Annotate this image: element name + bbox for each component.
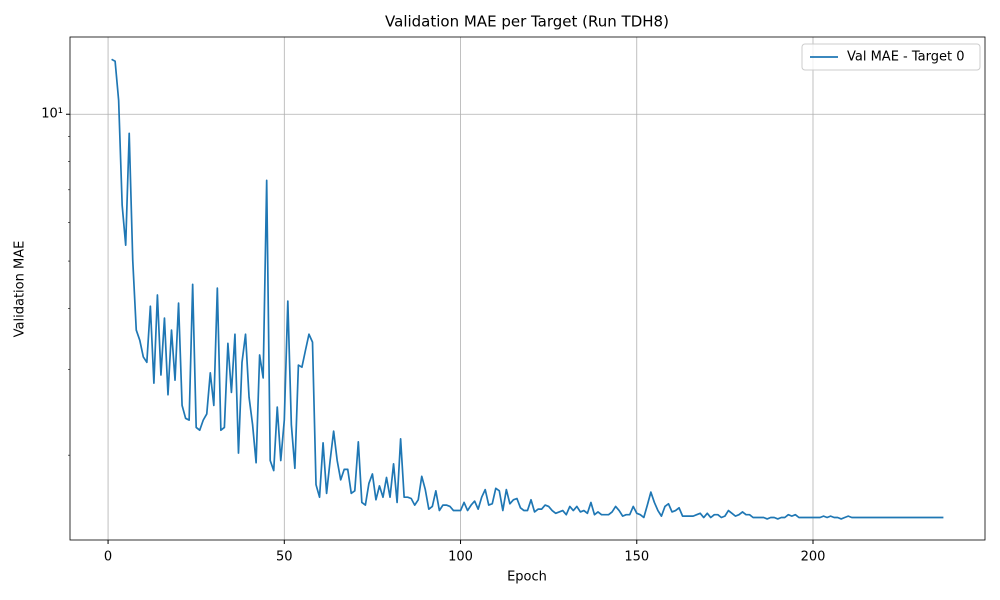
data-line — [111, 58, 944, 520]
chart-title: Validation MAE per Target (Run TDH8) — [385, 13, 669, 31]
x-tick-label: 100 — [448, 550, 473, 565]
y-axis-label: Validation MAE — [13, 241, 28, 338]
x-tick-label: 50 — [276, 550, 293, 565]
x-axis-label: Epoch — [507, 570, 547, 585]
x-tick-label: 0 — [104, 550, 112, 565]
x-tick-label: 200 — [801, 550, 826, 565]
legend-label: Val MAE - Target 0 — [847, 50, 965, 65]
y-tick-label: 10¹ — [41, 107, 63, 122]
legend-box — [801, 43, 981, 71]
x-tick-label: 150 — [624, 550, 649, 565]
plot-frame — [69, 36, 986, 541]
